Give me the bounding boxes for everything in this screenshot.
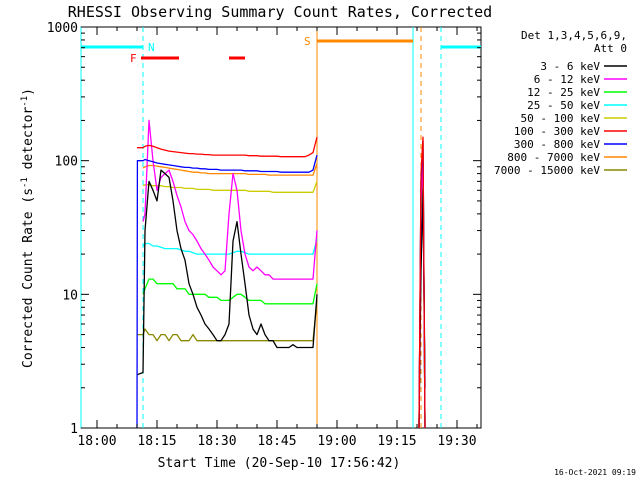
y-tick-label: 1 [70, 422, 78, 437]
legend-label: 6 - 12 keV [534, 73, 601, 86]
legend-header-detectors: Det 1,3,4,5,6,9, [521, 29, 627, 42]
x-tick-label: 19:15 [377, 434, 416, 449]
chart-title: RHESSI Observing Summary Count Rates, Co… [68, 3, 492, 21]
series-layer [136, 119, 426, 429]
legend-header-attenuator: Att 0 [594, 42, 627, 55]
footer-date: 16-Oct-2021 09:19 [554, 468, 636, 477]
y-tick-label: 1000 [47, 21, 78, 36]
series-line-6 [418, 136, 426, 429]
flare-flag-label: F [130, 52, 137, 65]
legend-label: 25 - 50 keV [527, 99, 600, 112]
legend-label: 800 - 7000 keV [507, 151, 600, 164]
x-tick-label: 18:00 [77, 434, 116, 449]
y-axis-label: Corrected Count Rate (s-1 detector-1) [20, 88, 36, 368]
series-line-4 [142, 238, 318, 255]
y-tick-label: 100 [55, 155, 78, 170]
x-tick-label: 18:15 [137, 434, 176, 449]
legend-label: 3 - 6 keV [540, 60, 600, 73]
x-tick-label: 19:30 [437, 434, 476, 449]
x-axis-label: Start Time (20-Sep-10 17:56:42) [158, 456, 401, 471]
series-line-3 [142, 278, 318, 305]
series-line-9 [137, 300, 318, 342]
x-tick-label: 19:00 [317, 434, 356, 449]
x-axis-ticks: 18:00 18:15 18:30 18:45 19:00 19:15 19:30 [77, 27, 478, 449]
series-line-5 [142, 181, 318, 193]
series-line-1 [136, 169, 318, 376]
y-axis-ticks: 1 10 100 1000 [47, 21, 481, 437]
legend-label: 50 - 100 keV [521, 112, 601, 125]
series-line-7 [136, 154, 318, 429]
x-tick-label: 18:45 [257, 434, 296, 449]
y-tick-label: 10 [62, 288, 78, 303]
legend-label: 100 - 300 keV [514, 125, 600, 138]
legend-label: 12 - 25 keV [527, 86, 600, 99]
x-tick-label: 18:30 [197, 434, 236, 449]
series-line-8 [142, 163, 318, 176]
series-line-2 [142, 119, 318, 280]
legend-label: 7000 - 15000 keV [494, 164, 600, 177]
saa-flag-label: S [304, 35, 311, 48]
night-flag-label: N [148, 41, 155, 54]
series-line-6 [137, 136, 318, 158]
legend-label: 300 - 800 keV [514, 138, 600, 151]
